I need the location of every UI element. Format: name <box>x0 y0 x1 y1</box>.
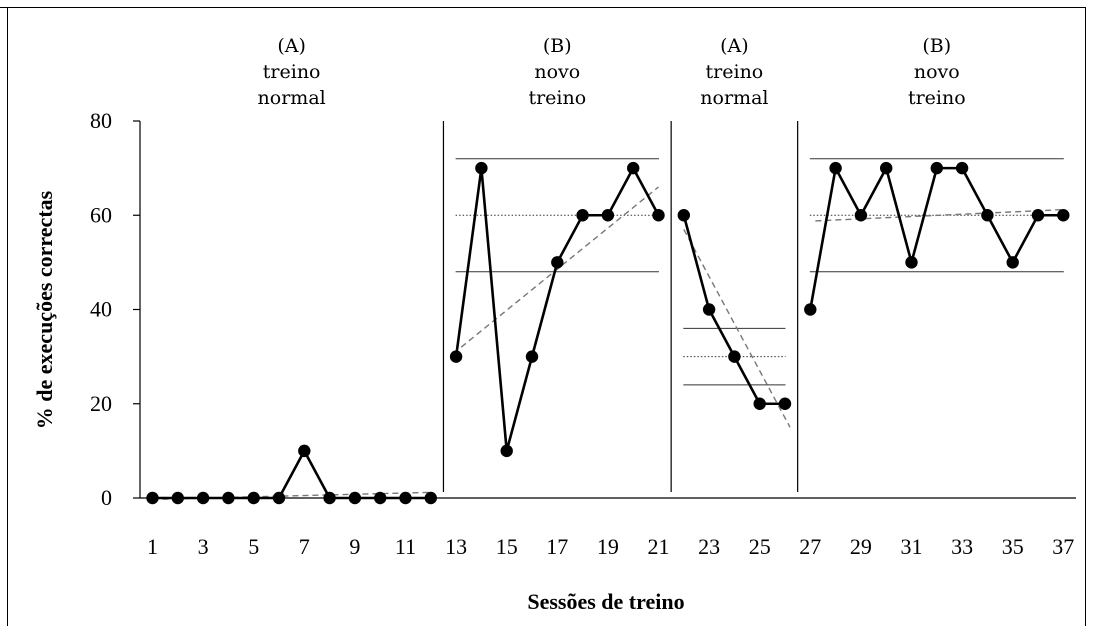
phase-label-line: treino <box>528 87 586 109</box>
x-tick-label: 35 <box>1002 534 1024 559</box>
x-tick-label: 13 <box>445 534 467 559</box>
series-line <box>454 165 660 452</box>
data-point <box>222 491 235 505</box>
phase-label-line: treino <box>706 61 764 83</box>
y-tick-label: 0 <box>101 485 112 510</box>
data-point <box>323 491 336 505</box>
data-point <box>196 491 210 505</box>
data-point <box>804 303 817 316</box>
data-point <box>551 256 564 269</box>
series-line <box>809 164 1064 310</box>
y-tick-label: 60 <box>90 202 112 227</box>
x-tick-label: 15 <box>496 534 518 559</box>
phase-label-line: treino <box>908 87 966 109</box>
data-point <box>1057 209 1070 222</box>
data-point <box>829 161 842 175</box>
data-point <box>399 491 412 505</box>
data-point <box>627 161 640 175</box>
x-tick-label: 37 <box>1052 534 1074 559</box>
data-point <box>247 491 260 505</box>
data-point <box>424 491 437 505</box>
reference-bands <box>455 158 1064 386</box>
x-tick-label: 33 <box>951 534 973 559</box>
x-tick-label: 1 <box>147 534 158 559</box>
data-point <box>728 350 741 363</box>
data-point <box>348 491 362 505</box>
series-line <box>682 214 785 406</box>
x-tick-label: 5 <box>248 534 259 559</box>
data-point <box>955 161 969 175</box>
data-point <box>146 491 159 505</box>
phase-label-line: novo <box>534 61 580 83</box>
data-point <box>981 209 994 222</box>
phase-label-line: novo <box>914 61 960 83</box>
y-axis-title: % de execuções correctas <box>32 190 57 429</box>
data-point <box>298 444 311 458</box>
x-tick-label: 21 <box>648 534 670 559</box>
data-point <box>500 444 513 458</box>
axes <box>133 120 1076 499</box>
data-point <box>576 209 589 222</box>
x-tick-label: 25 <box>749 534 771 559</box>
data-point <box>880 161 893 175</box>
data-point <box>905 256 918 269</box>
data-point <box>449 350 463 363</box>
x-tick-label: 3 <box>198 534 209 559</box>
phase-label-line: treino <box>263 61 321 83</box>
phase-label-line: (A) <box>277 35 306 57</box>
y-tick-label: 80 <box>90 108 112 133</box>
x-tick-label: 17 <box>546 534 568 559</box>
phase-labels: (A) treino normal (B) novo treino (A) treino nor… <box>258 35 966 109</box>
y-tick-label: 20 <box>90 391 112 416</box>
data-point <box>677 209 690 222</box>
series-line <box>152 448 431 500</box>
x-tick-label: 31 <box>901 534 923 559</box>
x-tick-label: 27 <box>799 534 821 559</box>
x-tick-label: 11 <box>395 534 416 559</box>
data-point <box>525 350 539 363</box>
x-axis-title: Sessões de treino <box>527 589 684 614</box>
data-series <box>146 161 1070 505</box>
data-point <box>475 161 488 175</box>
phase-label-line: (A) <box>720 35 749 57</box>
x-tick-label: 29 <box>850 534 872 559</box>
data-point <box>778 397 792 410</box>
data-point <box>1031 209 1045 222</box>
data-point <box>171 491 184 505</box>
data-point <box>930 161 943 175</box>
y-tick-label: 40 <box>90 297 112 322</box>
data-point <box>374 491 387 505</box>
data-point <box>652 209 665 222</box>
x-tick-label: 19 <box>597 534 619 559</box>
x-tick-label: 23 <box>698 534 720 559</box>
trend-line <box>683 229 791 428</box>
data-point <box>753 397 766 410</box>
phase-change-lines <box>442 121 799 492</box>
x-tick-label: 9 <box>349 534 360 559</box>
trend-lines <box>152 186 1064 501</box>
data-point <box>1006 256 1019 269</box>
data-point <box>601 209 615 222</box>
phase-label-line: (B) <box>543 35 572 57</box>
data-point <box>702 303 716 316</box>
phase-label-line: (B) <box>922 35 951 57</box>
data-point <box>854 209 868 222</box>
phase-label-line: normal <box>258 87 326 109</box>
x-tick-label: 7 <box>299 534 310 559</box>
data-point <box>272 491 286 505</box>
phase-label-line: normal <box>700 87 768 109</box>
